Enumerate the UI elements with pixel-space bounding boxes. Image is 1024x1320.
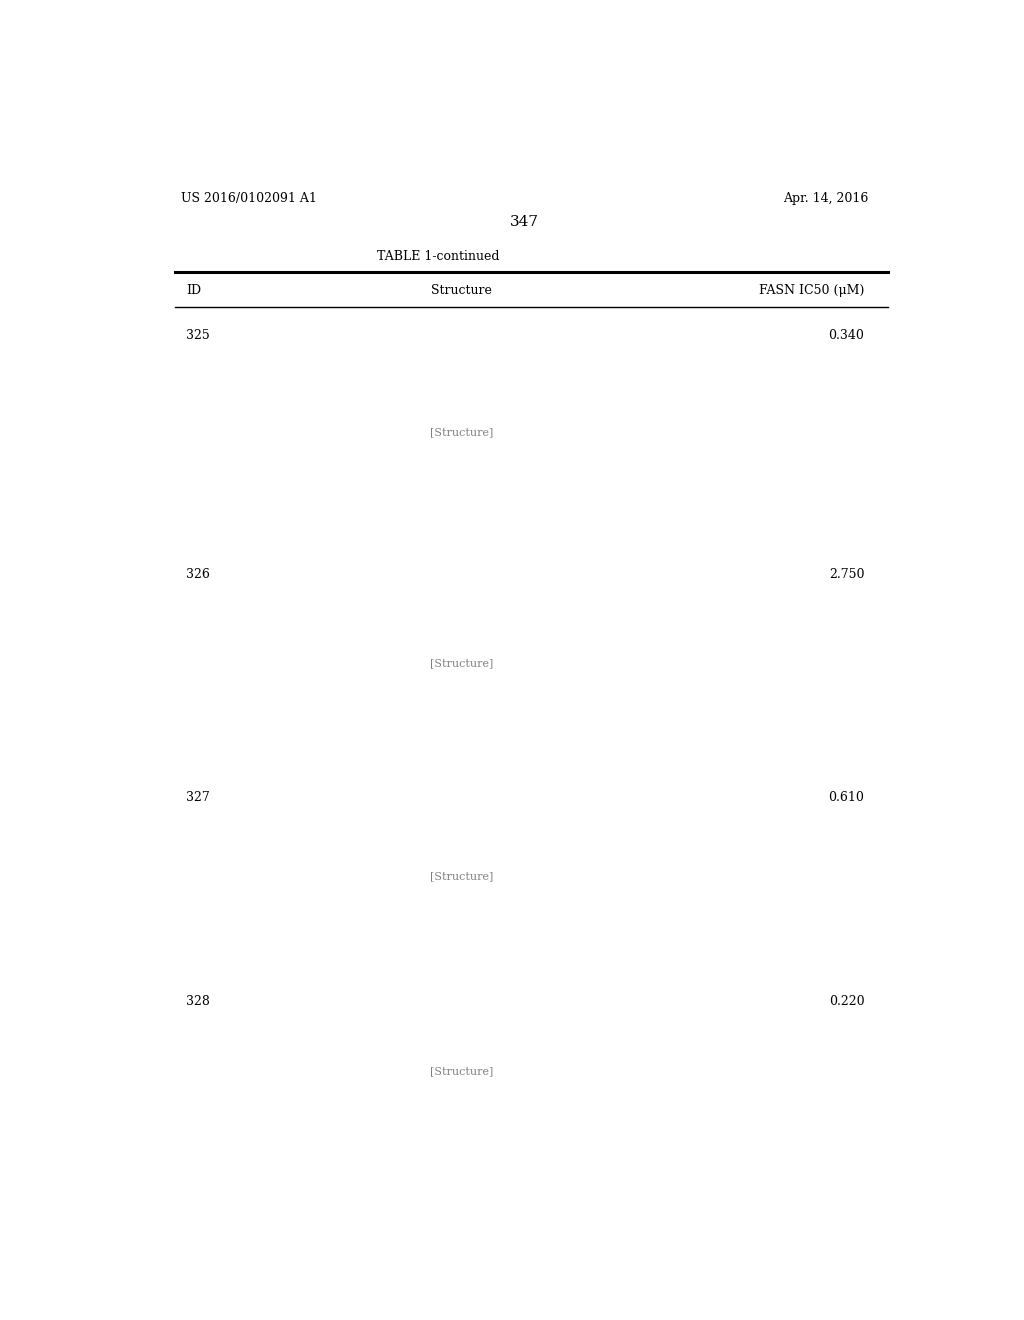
Text: Apr. 14, 2016: Apr. 14, 2016	[783, 191, 869, 205]
Text: 0.220: 0.220	[828, 995, 864, 1008]
Text: 328: 328	[186, 995, 210, 1008]
Text: Structure: Structure	[431, 284, 492, 297]
Text: FASN IC50 (μM): FASN IC50 (μM)	[759, 284, 864, 297]
Text: 326: 326	[186, 568, 210, 581]
Text: TABLE 1-continued: TABLE 1-continued	[377, 249, 500, 263]
Text: [Structure]: [Structure]	[429, 426, 493, 437]
Text: US 2016/0102091 A1: US 2016/0102091 A1	[180, 191, 316, 205]
Text: 327: 327	[186, 791, 210, 804]
Text: ID: ID	[186, 284, 202, 297]
Text: 325: 325	[186, 329, 210, 342]
Text: 0.340: 0.340	[828, 329, 864, 342]
Text: [Structure]: [Structure]	[429, 657, 493, 668]
Text: [Structure]: [Structure]	[429, 1065, 493, 1076]
Text: 0.610: 0.610	[828, 791, 864, 804]
Text: [Structure]: [Structure]	[429, 871, 493, 880]
Text: 347: 347	[510, 215, 540, 228]
Text: 2.750: 2.750	[828, 568, 864, 581]
